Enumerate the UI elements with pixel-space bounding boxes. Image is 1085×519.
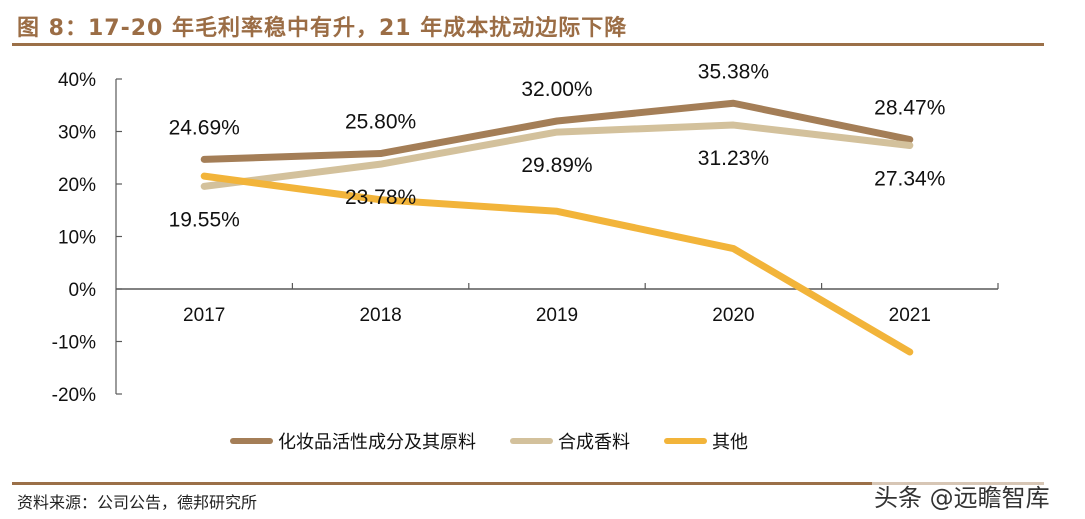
x-tick-label: 2021 xyxy=(889,305,931,326)
title-divider xyxy=(12,43,1044,46)
y-tick-label: 30% xyxy=(58,123,96,144)
legend-label: 化妆品活性成分及其原料 xyxy=(278,432,476,453)
footer-divider xyxy=(12,482,1044,485)
legend-item-synthetic-fragrance: 合成香料 xyxy=(510,428,630,454)
watermark: 头条 @远瞻智库 xyxy=(872,478,1052,513)
data-label: 27.34% xyxy=(874,167,945,190)
legend-swatch xyxy=(664,438,707,444)
legend: 化妆品活性成分及其原料 合成香料 其他 xyxy=(230,428,782,454)
legend-label: 合成香料 xyxy=(558,432,630,453)
x-tick-label: 2017 xyxy=(183,305,225,326)
data-labels: 24.69% 25.80% 32.00% 35.38% 28.47% 19.55% 23.7… xyxy=(169,60,946,231)
data-label: 24.69% xyxy=(169,116,240,139)
data-label: 35.38% xyxy=(698,60,769,83)
legend-item-cosmetic-actives: 化妆品活性成分及其原料 xyxy=(230,428,476,454)
y-tick-label: 0% xyxy=(69,280,97,301)
series-line xyxy=(200,172,914,356)
x-tick-label: 2019 xyxy=(536,305,578,326)
figure-title: 图 8：17-20 年毛利率稳中有升，21 年成本扰动边际下降 xyxy=(17,16,628,41)
data-label: 25.80% xyxy=(345,111,416,134)
axes: 40% 30% 20% 10% 0% -10% -20% 2017 2018 2019 2020 20… xyxy=(52,70,999,406)
data-label: 32.00% xyxy=(521,78,592,101)
legend-swatch xyxy=(510,438,553,444)
x-tick-label: 2020 xyxy=(712,305,754,326)
source-note: 资料来源：公司公告，德邦研究所 xyxy=(17,493,258,512)
series-line xyxy=(200,99,914,163)
data-label: 23.78% xyxy=(345,186,416,209)
legend-swatch xyxy=(230,438,273,444)
data-label: 31.23% xyxy=(698,147,769,170)
data-label: 19.55% xyxy=(169,208,240,231)
y-tick-label: -10% xyxy=(52,333,96,354)
legend-label: 其他 xyxy=(712,432,748,453)
data-label: 29.89% xyxy=(521,154,592,177)
series-lines xyxy=(200,99,914,356)
data-label: 28.47% xyxy=(874,97,945,120)
series-line xyxy=(200,121,914,190)
y-tick-label: 20% xyxy=(58,175,96,196)
y-tick-label: 40% xyxy=(58,70,96,91)
y-tick-label: 10% xyxy=(58,228,96,249)
x-tick-label: 2018 xyxy=(359,305,401,326)
y-tick-label: -20% xyxy=(52,385,96,406)
legend-item-other: 其他 xyxy=(664,428,748,454)
